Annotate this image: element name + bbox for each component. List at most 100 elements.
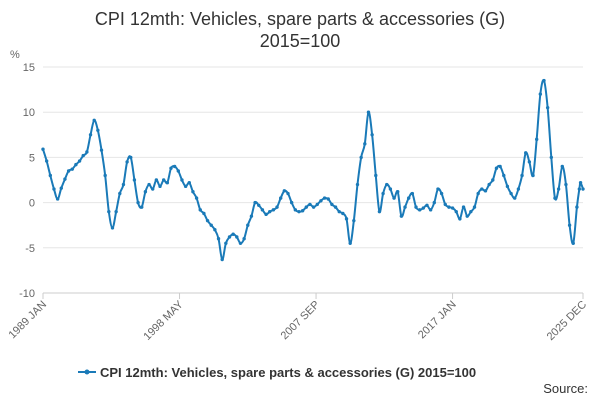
data-point[interactable] xyxy=(81,153,85,158)
data-point[interactable] xyxy=(172,164,177,169)
data-point[interactable] xyxy=(44,159,49,163)
data-point[interactable] xyxy=(92,118,96,123)
data-point[interactable] xyxy=(399,214,404,218)
data-point[interactable] xyxy=(304,205,308,209)
data-point[interactable] xyxy=(487,182,491,187)
data-point[interactable] xyxy=(96,128,100,132)
data-point[interactable] xyxy=(483,189,488,193)
data-point[interactable] xyxy=(286,191,290,196)
data-point[interactable] xyxy=(333,205,338,209)
data-point[interactable] xyxy=(59,186,63,190)
data-point[interactable] xyxy=(88,133,93,137)
data-point[interactable] xyxy=(509,191,513,196)
data-point[interactable] xyxy=(581,187,585,191)
data-point[interactable] xyxy=(70,167,74,171)
data-point[interactable] xyxy=(140,205,144,209)
data-point[interactable] xyxy=(209,223,213,227)
data-point[interactable] xyxy=(213,228,217,232)
data-point[interactable] xyxy=(231,232,235,236)
data-point[interactable] xyxy=(205,218,210,223)
data-point[interactable] xyxy=(52,187,56,191)
data-point[interactable] xyxy=(414,205,418,209)
data-point[interactable] xyxy=(55,197,60,201)
data-point[interactable] xyxy=(524,151,528,155)
data-point[interactable] xyxy=(143,190,148,194)
data-point[interactable] xyxy=(385,182,389,187)
data-point[interactable] xyxy=(366,110,371,114)
data-point[interactable] xyxy=(180,178,184,182)
data-point[interactable] xyxy=(41,147,45,151)
data-point[interactable] xyxy=(363,142,367,146)
data-point[interactable] xyxy=(425,203,429,208)
data-point[interactable] xyxy=(99,148,104,152)
data-point[interactable] xyxy=(458,217,462,221)
data-point[interactable] xyxy=(319,199,323,203)
data-point[interactable] xyxy=(297,209,301,214)
data-point[interactable] xyxy=(392,196,396,200)
data-point[interactable] xyxy=(85,150,89,154)
data-point[interactable] xyxy=(238,241,243,245)
data-point[interactable] xyxy=(447,205,451,209)
data-point[interactable] xyxy=(289,200,294,205)
data-point[interactable] xyxy=(403,205,407,209)
data-point[interactable] xyxy=(577,187,582,191)
data-point[interactable] xyxy=(472,205,477,209)
data-point[interactable] xyxy=(191,190,195,194)
data-point[interactable] xyxy=(158,184,162,189)
data-point[interactable] xyxy=(355,182,360,187)
data-point[interactable] xyxy=(476,191,480,196)
data-point[interactable] xyxy=(227,235,232,239)
data-point[interactable] xyxy=(257,203,261,208)
data-point[interactable] xyxy=(377,209,382,214)
data-point[interactable] xyxy=(461,205,466,209)
data-point[interactable] xyxy=(114,209,118,214)
data-point[interactable] xyxy=(187,181,191,185)
data-point[interactable] xyxy=(224,241,228,245)
data-point[interactable] xyxy=(268,209,272,214)
data-point[interactable] xyxy=(264,212,268,217)
data-point[interactable] xyxy=(253,200,257,205)
data-point[interactable] xyxy=(282,189,287,193)
data-point[interactable] xyxy=(480,187,484,191)
data-point[interactable] xyxy=(63,177,67,181)
data-point[interactable] xyxy=(534,137,539,142)
data-point[interactable] xyxy=(176,169,180,173)
data-point[interactable] xyxy=(132,178,137,182)
data-point[interactable] xyxy=(165,181,170,185)
data-point[interactable] xyxy=(498,164,502,169)
data-point[interactable] xyxy=(326,197,330,201)
data-point[interactable] xyxy=(118,191,122,196)
data-point[interactable] xyxy=(370,133,374,137)
data-point[interactable] xyxy=(417,208,422,212)
data-point[interactable] xyxy=(220,257,224,262)
data-point[interactable] xyxy=(330,202,334,207)
data-point[interactable] xyxy=(564,182,568,187)
data-point[interactable] xyxy=(439,191,444,196)
data-point[interactable] xyxy=(300,209,305,213)
data-point[interactable] xyxy=(406,196,411,200)
data-point[interactable] xyxy=(161,178,166,182)
data-point[interactable] xyxy=(271,208,276,212)
data-point[interactable] xyxy=(556,187,561,191)
data-point[interactable] xyxy=(578,181,583,185)
data-point[interactable] xyxy=(542,78,546,83)
data-point[interactable] xyxy=(428,208,433,212)
data-point[interactable] xyxy=(520,173,524,178)
data-point[interactable] xyxy=(311,205,316,209)
legend[interactable]: CPI 12mth: Vehicles, spare parts & acces… xyxy=(78,365,476,380)
data-point[interactable] xyxy=(48,173,53,178)
data-point[interactable] xyxy=(432,200,436,205)
data-point[interactable] xyxy=(491,178,495,182)
data-point[interactable] xyxy=(110,226,115,230)
data-point[interactable] xyxy=(341,211,345,216)
data-point[interactable] xyxy=(249,214,254,218)
data-point[interactable] xyxy=(129,155,133,160)
data-point[interactable] xyxy=(107,209,111,214)
data-point[interactable] xyxy=(279,196,283,200)
data-point[interactable] xyxy=(202,211,206,216)
data-point[interactable] xyxy=(381,191,385,196)
data-point[interactable] xyxy=(450,206,455,210)
data-point[interactable] xyxy=(275,205,279,209)
data-point[interactable] xyxy=(169,166,173,170)
data-point[interactable] xyxy=(322,196,327,200)
